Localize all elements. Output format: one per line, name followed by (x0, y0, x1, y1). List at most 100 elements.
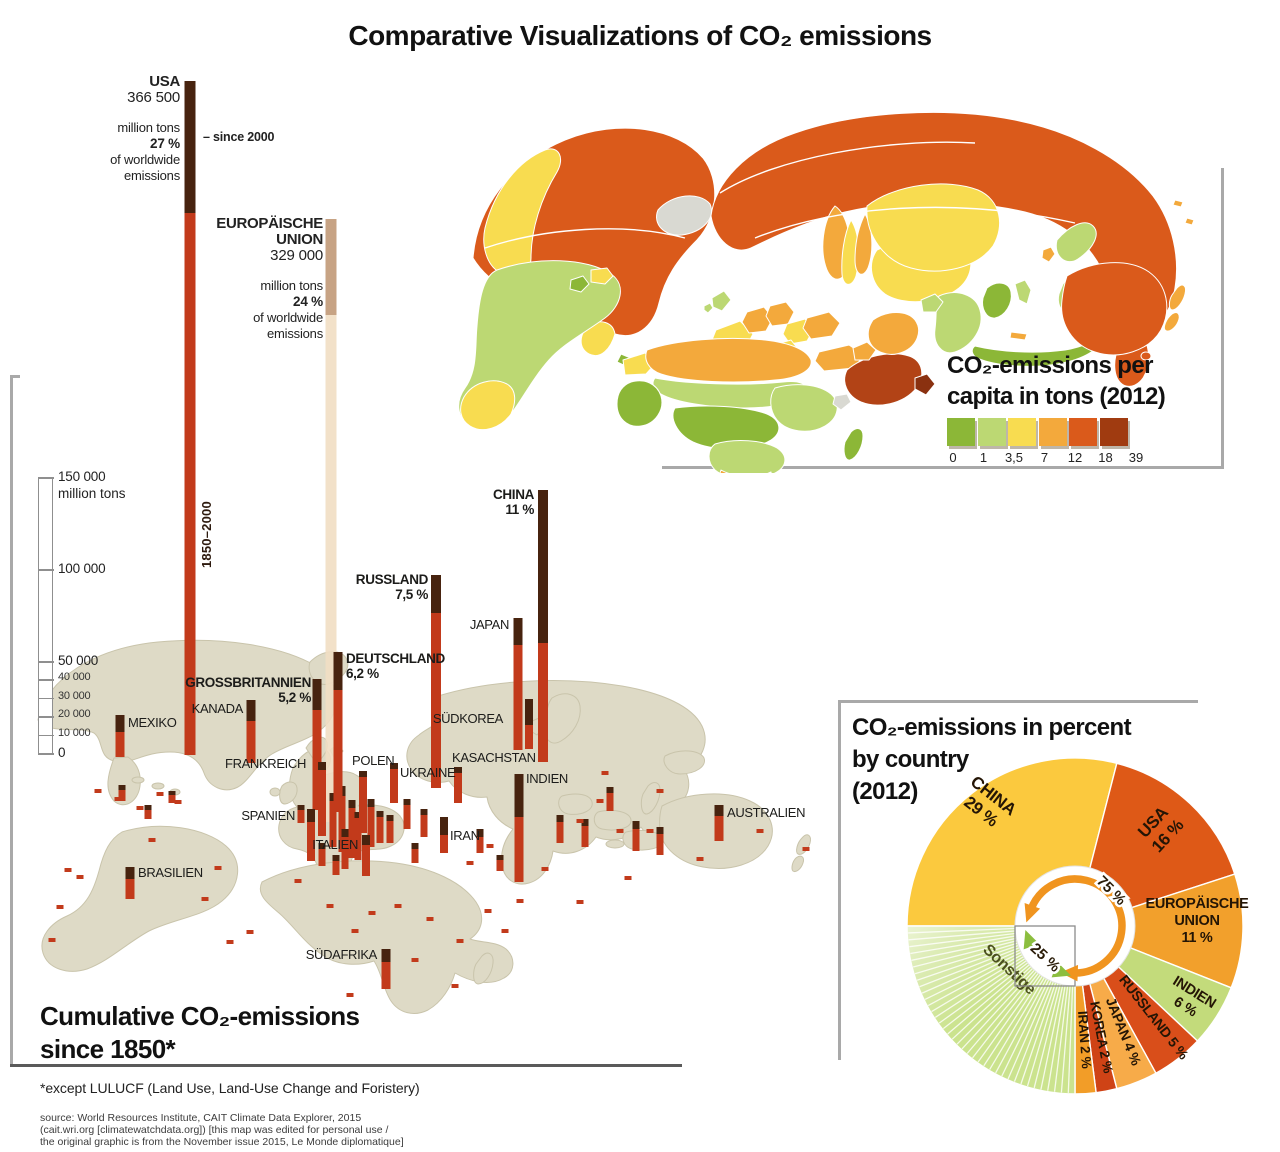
bar-EUROPÄISCHE UNION-since2000 (325, 219, 337, 315)
sonstige-stripe (1007, 977, 1054, 1080)
bar-AUSTRALIEN (714, 805, 724, 841)
percapita-legend-bins: 0 1 3,5 7 12 18 39 (947, 450, 1197, 466)
sonstige-stripe (951, 963, 1035, 1040)
pie-quadrant-box (1014, 925, 1076, 987)
bar-label-UKRAINE: UKRAINE (400, 765, 456, 780)
percapita-legend-swatches (947, 418, 1197, 448)
dash-mark (411, 958, 419, 962)
minor-bar-dark (476, 829, 484, 837)
pie-title-2: by country (852, 746, 969, 773)
usa-unit: million tons (117, 120, 180, 135)
region-uk (711, 290, 732, 312)
dash-mark (451, 984, 459, 988)
minor-bar (338, 786, 346, 852)
dash-mark (201, 897, 209, 901)
sonstige-stripe (908, 927, 1020, 934)
sonstige-stripe (916, 943, 1023, 981)
sonstige-stripe (910, 934, 1020, 955)
bar-label-line: IRAN (450, 828, 480, 843)
sonstige-stripe (909, 932, 1020, 948)
percapita-legend-title-1: CO₂-emissions per (947, 352, 1153, 379)
dash-mark (48, 938, 56, 942)
pie-title-3: (2012) (852, 778, 918, 805)
sonstige-stripe (911, 936, 1021, 961)
bar-label-FRANKREICH: FRANKREICH (225, 756, 306, 771)
bar-SPANIEN (307, 809, 315, 861)
bar-POLEN-since2000 (359, 771, 367, 777)
dash-mark (501, 929, 509, 933)
bar-RUSSLAND-since2000 (431, 575, 441, 613)
usa-annotation: USA 366 500 million tons 27 % of worldwi… (20, 74, 180, 184)
minor-bar (118, 785, 126, 801)
bar-label-line: MEXIKO (128, 715, 177, 730)
dash-mark (394, 904, 402, 908)
dash-mark (541, 867, 549, 871)
minor-bar (168, 791, 176, 803)
sonstige-stripe (914, 941, 1022, 975)
usa-line2: emissions (124, 168, 180, 183)
bar-label-line: AUSTRALIEN (727, 805, 806, 820)
bar-GROSSBRITANNIEN (312, 679, 322, 810)
region-argentina (460, 380, 516, 430)
land-se-asia-1 (558, 793, 593, 815)
bar-KANADA-since2000 (246, 700, 256, 721)
legend-bin-label: 39 (1128, 450, 1144, 465)
dash-mark (246, 930, 254, 934)
sonstige-stripe (931, 954, 1028, 1013)
region-japan (1055, 222, 1097, 263)
bar-KANADA (246, 700, 256, 763)
bar-label-KASACHSTAN: KASACHSTAN (452, 750, 536, 765)
minor-bar-dark (168, 791, 176, 795)
region-pacific-islands (1172, 199, 1195, 226)
region-malaysia (1009, 331, 1028, 341)
legend-swatch-2 (1008, 418, 1036, 446)
scale-tick-label: 20 000 (58, 708, 91, 721)
scale-tick (38, 569, 54, 571)
sonstige-stripe (977, 971, 1044, 1063)
region-venezuela (590, 267, 614, 285)
lulucf-footnote: *except LULUCF (Land Use, Land-Use Chang… (40, 1080, 420, 1096)
region-central-africa (672, 405, 780, 450)
minor-bar (376, 811, 384, 843)
sonstige-stripe (1047, 981, 1067, 1091)
region-tasmania (1140, 351, 1152, 361)
bar-label-GROSSBRITANNIEN: GROSSBRITANNIEN 5,2 % (185, 675, 311, 705)
region-new-zealand (1168, 284, 1186, 311)
land-africa (259, 860, 514, 1014)
region-west-africa (616, 380, 663, 427)
minor-bar (144, 805, 152, 819)
bar-FRANKREICH (318, 762, 326, 836)
dash-mark (64, 868, 72, 872)
land-south-america (41, 825, 239, 972)
dash-mark (214, 866, 222, 870)
usa-name: USA (149, 73, 180, 90)
bar-label-BRASILIEN: BRASILIEN (138, 865, 203, 880)
bar-POLEN (359, 771, 367, 833)
sonstige-stripe (1001, 976, 1052, 1077)
minor-bar-dark (144, 805, 152, 810)
sonstige-stripe (1033, 980, 1062, 1089)
land-new-guinea (663, 750, 705, 775)
bar-UKRAINE (390, 763, 398, 803)
dash-mark (756, 829, 764, 833)
minor-bar-dark (354, 812, 362, 818)
cumulative-title-2: since 1850* (40, 1034, 176, 1064)
bar-JAPAN-since2000 (513, 618, 523, 645)
usa-pct: 27 % (150, 136, 180, 151)
region-finland (854, 213, 873, 275)
bar-INDIEN (514, 774, 524, 882)
bar-label-line: 5,2 % (278, 690, 311, 705)
sonstige-stripe (956, 965, 1036, 1045)
scale-tick (38, 679, 54, 681)
bar-KASACHSTAN (454, 767, 462, 803)
dash-mark (656, 789, 664, 793)
minor-bar-dark (606, 787, 614, 793)
sonstige-stripe (1040, 980, 1065, 1090)
minor-bar (403, 799, 411, 829)
minor-bar-dark (297, 805, 305, 810)
minor-bar (581, 819, 589, 847)
minor-bar-dark (403, 799, 411, 805)
region-oman-uae (914, 373, 936, 396)
arrow-head (1060, 964, 1079, 982)
dash-mark (148, 838, 156, 842)
